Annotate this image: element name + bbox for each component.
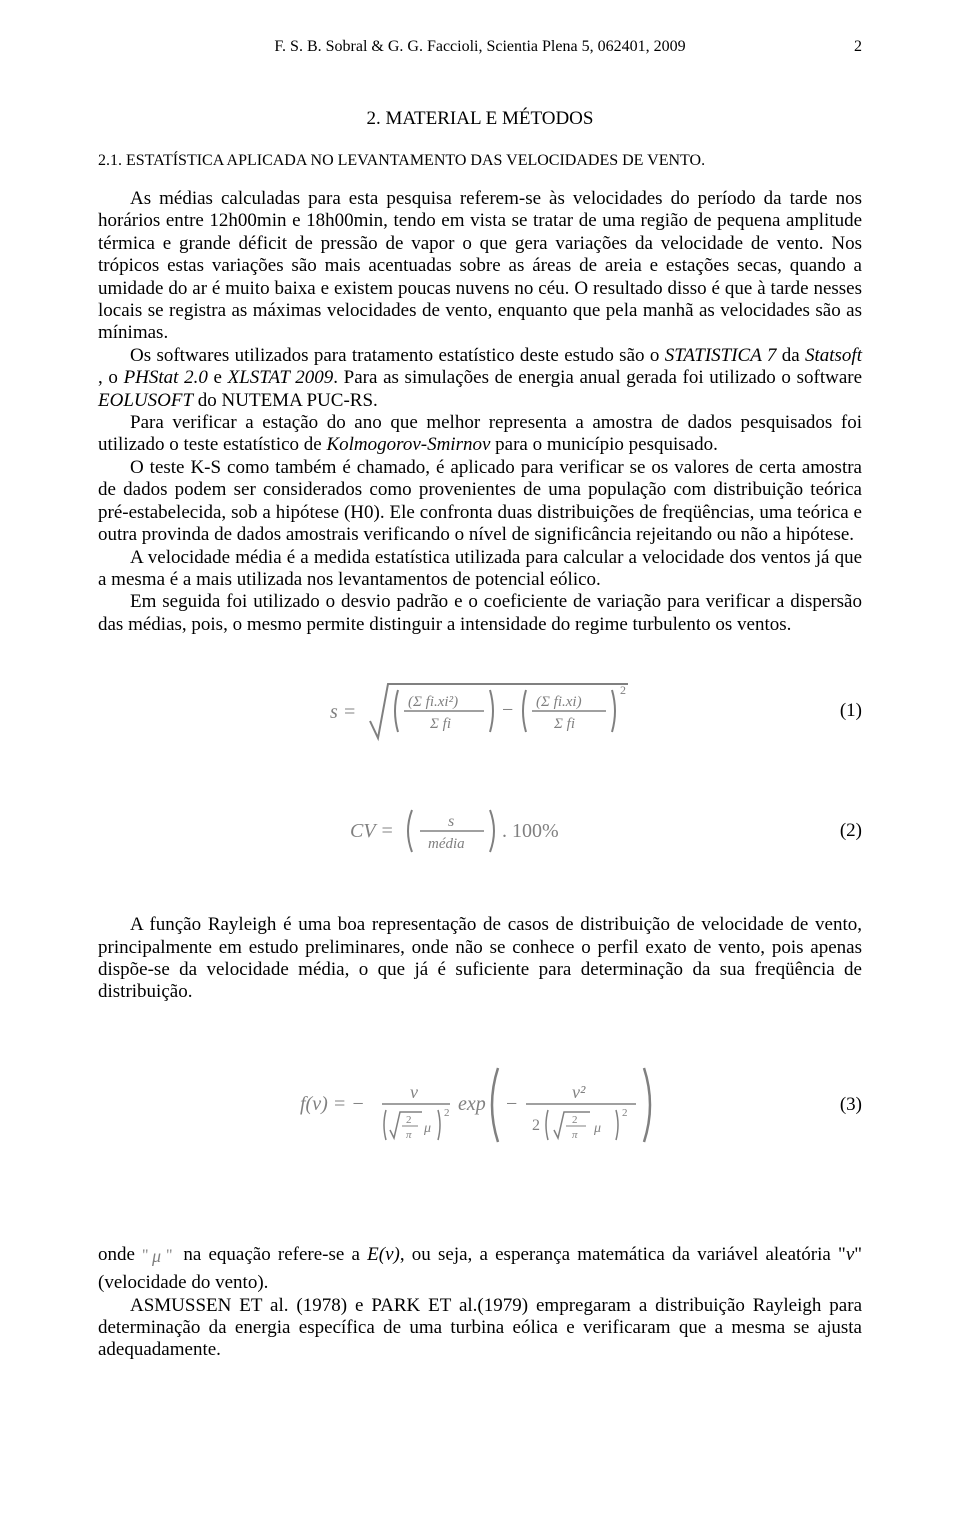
eq3-mua: μ: [423, 1121, 431, 1136]
eq3-exp: exp: [458, 1093, 486, 1115]
eq2-tail: . 100%: [502, 820, 559, 842]
eq3-minus: −: [506, 1093, 517, 1115]
p2-italic-3: PHStat 2.0: [124, 367, 208, 388]
mu-sym: μ: [151, 1246, 161, 1266]
page-number: 2: [854, 38, 862, 56]
subsection-title: 2.1. ESTATÍSTICA APLICADA NO LEVANTAMENT…: [98, 152, 862, 170]
p2-italic-1: STATISTICA 7: [665, 345, 777, 366]
p8-text-b: na equação refere-se a: [176, 1244, 367, 1265]
p8-italic-1: E(v): [367, 1244, 400, 1265]
p2-italic-2: Statsoft: [805, 345, 862, 366]
p2-italic-5: EOLUSOFT: [98, 390, 193, 411]
mu-qr: ": [166, 1247, 173, 1264]
page: F. S. B. Sobral & G. G. Faccioli, Scient…: [0, 0, 960, 1531]
eq3-root2a: 2: [406, 1114, 412, 1126]
inline-mu-icon: "μ": [142, 1244, 176, 1272]
eq2-s: s: [448, 813, 454, 830]
equation-1-number: (1): [840, 700, 862, 722]
paragraph-3: Para verificar a estação do ano que melh…: [98, 412, 862, 457]
equation-1: s = (Σ fi.xi²) Σ fi − (Σ fi.xi) Σ fi 2: [98, 676, 862, 746]
equation-2-svg: CV = s média . 100%: [350, 804, 610, 858]
paragraph-8: onde "μ" na equação refere-se a E(v), ou…: [98, 1244, 862, 1295]
eq3-v-top: v: [410, 1082, 418, 1102]
p2-text-c: , o: [98, 367, 124, 388]
p2-text-e: . Para as simulações de energia anual ge…: [333, 367, 862, 388]
eq1-num1: (Σ fi.xi²): [408, 694, 458, 710]
p8-text-a: onde: [98, 1244, 142, 1265]
eq2-cv: CV =: [350, 820, 394, 842]
eq3-mub: μ: [593, 1121, 601, 1136]
eq1-num2: (Σ fi.xi): [536, 694, 582, 710]
paragraph-1: As médias calculadas para esta pesquisa …: [98, 188, 862, 345]
paragraph-4: O teste K-S como também é chamado, é apl…: [98, 457, 862, 547]
equation-2: CV = s média . 100% (2): [98, 804, 862, 858]
eq3-f: f(v) = −: [300, 1093, 365, 1115]
running-head-text: F. S. B. Sobral & G. G. Faccioli, Scient…: [274, 38, 685, 55]
p2-text-b: da: [776, 345, 805, 366]
paragraph-5: A velocidade média é a medida estatístic…: [98, 547, 862, 592]
eq3-sq2: 2: [622, 1107, 628, 1119]
p3-italic-1: Kolmogorov-Smirnov: [326, 434, 490, 455]
equation-1-svg: s = (Σ fi.xi²) Σ fi − (Σ fi.xi) Σ fi 2: [330, 676, 630, 746]
equation-3-svg: f(v) = − v 2 π μ 2 exp −: [300, 1060, 660, 1150]
paragraph-6: Em seguida foi utilizado o desvio padrão…: [98, 591, 862, 636]
eq3-sq1: 2: [444, 1107, 450, 1119]
running-head: F. S. B. Sobral & G. G. Faccioli, Scient…: [98, 38, 862, 56]
eq1-den1: Σ fi: [429, 716, 451, 732]
p2-text-f: do NUTEMA PUC-RS.: [193, 390, 378, 411]
eq3-two: 2: [532, 1117, 540, 1134]
eq3-root2b: 2: [572, 1114, 578, 1126]
eq3-v2: v²: [572, 1082, 586, 1102]
equation-2-number: (2): [840, 820, 862, 842]
section-title: 2. MATERIAL E MÉTODOS: [98, 108, 862, 130]
eq2-media: média: [428, 836, 465, 852]
eq1-minus: −: [502, 699, 513, 721]
paragraph-2: Os softwares utilizados para tratamento …: [98, 345, 862, 412]
eq3-pib: π: [572, 1129, 578, 1141]
p2-text-d: e: [208, 367, 228, 388]
p2-italic-4: XLSTAT 2009: [228, 367, 334, 388]
eq1-den2: Σ fi: [553, 716, 575, 732]
eq1-s: s =: [330, 701, 356, 723]
p3-text-b: para o município pesquisado.: [490, 434, 717, 455]
mu-ql: ": [142, 1247, 149, 1264]
p8-italic-2: v: [846, 1244, 854, 1265]
equation-3: f(v) = − v 2 π μ 2 exp −: [98, 1060, 862, 1150]
paragraph-9: ASMUSSEN ET al. (1978) e PARK ET al.(197…: [98, 1295, 862, 1362]
p8-text-c: , ou seja, a esperança matemática da var…: [400, 1244, 846, 1265]
eq1-sq: 2: [620, 683, 626, 697]
equation-3-number: (3): [840, 1094, 862, 1116]
paragraph-7: A função Rayleigh é uma boa representaçã…: [98, 914, 862, 1004]
p2-text-a: Os softwares utilizados para tratamento …: [130, 345, 665, 366]
eq3-pia: π: [406, 1129, 412, 1141]
